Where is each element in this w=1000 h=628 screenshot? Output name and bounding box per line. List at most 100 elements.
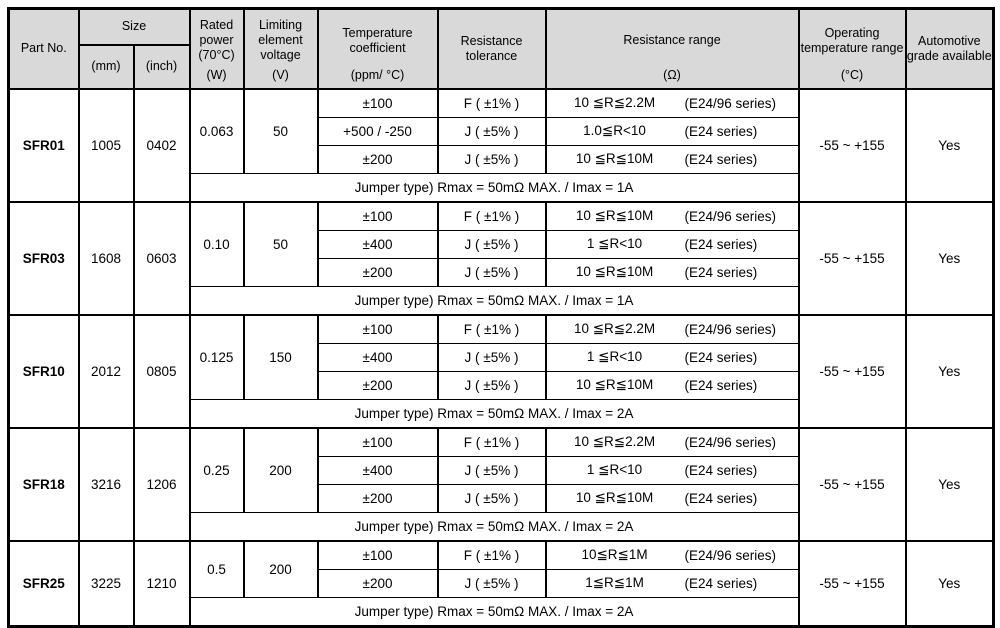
table-row: ±400 J ( ±5% ) 1 ≦R<10 (E24 series): [9, 229, 994, 259]
temp-coefficient-cell: ±100: [316, 87, 439, 118]
range-series: (E24 series): [684, 236, 758, 252]
table-row: ±400 J ( ±5% ) 1 ≦R<10 (E24 series): [9, 342, 994, 372]
temp-coefficient-cell: +500 / -250: [316, 116, 439, 146]
header-operating-temp-unit: (°C): [840, 67, 864, 82]
resistance-range-cell: 10 ≦R≦2.2M (E24/96 series): [544, 87, 800, 118]
limiting-voltage-cell: 50: [242, 87, 319, 174]
size-mm-cell: 2012: [77, 313, 135, 428]
table-body: SFR01 1005 0402 0.063 50 ±100 F ( ±1% ) …: [7, 87, 995, 627]
resistance-range-cell: 1.0≦R<10 (E24 series): [544, 116, 800, 146]
header-resistance-tolerance: Resistance tolerance: [436, 7, 547, 90]
limiting-voltage-cell: 50: [242, 200, 319, 287]
rated-power-cell: 0.10: [188, 200, 245, 287]
header-rated-power: Rated power (70°C) (W): [188, 7, 245, 90]
range-series: (E24/96 series): [684, 547, 777, 563]
tolerance-cell: F ( ±1% ): [436, 426, 547, 457]
rated-power-cell: 0.25: [188, 426, 245, 513]
range-value: 10 ≦R≦10M: [575, 377, 654, 392]
header-temp-coefficient-unit: (ppm/ °C): [350, 67, 405, 82]
tolerance-cell: J ( ±5% ): [436, 370, 547, 400]
table-header: Part No. Size Rated power (70°C) (W) Lim…: [7, 7, 995, 90]
header-resistance-range-unit: (Ω): [663, 67, 681, 82]
resistor-spec-table: Part No. Size Rated power (70°C) (W) Lim…: [7, 7, 996, 628]
range-value: 1 ≦R<10: [586, 462, 643, 477]
resistance-range-cell: 1≦R≦1M (E24 series): [544, 568, 800, 598]
jumper-row: Jumper type) Rmax = 50mΩ MAX. / Imax = 2…: [9, 511, 994, 541]
jumper-cell: Jumper type) Rmax = 50mΩ MAX. / Imax = 2…: [188, 596, 800, 627]
resistance-range-cell: 10 ≦R≦2.2M (E24/96 series): [544, 426, 800, 457]
header-resistance-range-label: Resistance range: [623, 33, 721, 48]
size-mm-cell: 1608: [77, 200, 135, 315]
range-series: (E24 series): [684, 377, 758, 393]
range-value: 1.0≦R<10: [583, 123, 646, 138]
operating-temp-cell: -55 ~ +155: [797, 87, 907, 202]
header-limiting-voltage-label: Limiting element voltage: [258, 18, 303, 63]
range-series: (E24 series): [684, 349, 758, 365]
temp-coefficient-cell: ±400: [316, 455, 439, 485]
resistance-range-cell: 10 ≦R≦10M (E24 series): [544, 483, 800, 513]
tolerance-cell: J ( ±5% ): [436, 455, 547, 485]
table-row: ±400 J ( ±5% ) 1 ≦R<10 (E24 series): [9, 455, 994, 485]
rated-power-cell: 0.125: [188, 313, 245, 400]
header-size-mm: (mm): [77, 43, 135, 90]
temp-coefficient-cell: ±400: [316, 229, 439, 259]
jumper-cell: Jumper type) Rmax = 50mΩ MAX. / Imax = 1…: [188, 172, 800, 202]
table-row: ±200 J ( ±5% ) 1≦R≦1M (E24 series): [9, 568, 994, 598]
size-inch-cell: 1210: [132, 539, 191, 627]
range-value: 1 ≦R<10: [586, 236, 643, 251]
header-size-inch: (inch): [132, 43, 191, 90]
resistance-range-cell: 10 ≦R≦10M (E24 series): [544, 370, 800, 400]
temp-coefficient-cell: ±100: [316, 200, 439, 231]
operating-temp-cell: -55 ~ +155: [797, 426, 907, 541]
size-mm-cell: 3216: [77, 426, 135, 541]
size-inch-cell: 0805: [132, 313, 191, 428]
operating-temp-cell: -55 ~ +155: [797, 539, 907, 627]
range-value: 1 ≦R<10: [586, 349, 643, 364]
limiting-voltage-cell: 200: [242, 426, 319, 513]
header-limiting-voltage-unit: (V): [272, 67, 289, 82]
tolerance-cell: J ( ±5% ): [436, 342, 547, 372]
range-series: (E24/96 series): [684, 208, 777, 224]
range-series: (E24/96 series): [684, 434, 777, 450]
size-mm-cell: 3225: [77, 539, 135, 627]
part-no-cell: SFR25: [7, 539, 80, 627]
table-row: SFR18 3216 1206 0.25 200 ±100 F ( ±1% ) …: [7, 426, 995, 541]
tolerance-cell: F ( ±1% ): [436, 87, 547, 118]
temp-coefficient-cell: ±200: [316, 483, 439, 513]
table-row: SFR01 1005 0402 0.063 50 ±100 F ( ±1% ) …: [7, 87, 995, 202]
range-value: 10 ≦R≦10M: [575, 208, 654, 223]
header-temp-coefficient-label: Temperature coefficient: [342, 25, 413, 55]
range-series: (E24 series): [684, 575, 758, 591]
limiting-voltage-cell: 150: [242, 313, 319, 400]
temp-coefficient-cell: ±400: [316, 342, 439, 372]
range-value: 10 ≦R≦10M: [575, 264, 654, 279]
resistance-range-cell: 1 ≦R<10 (E24 series): [544, 455, 800, 485]
tolerance-cell: J ( ±5% ): [436, 257, 547, 287]
temp-coefficient-cell: ±100: [316, 426, 439, 457]
range-series: (E24 series): [684, 462, 758, 478]
table-row: ±200 J ( ±5% ) 10 ≦R≦10M (E24 series): [9, 257, 994, 287]
tolerance-cell: J ( ±5% ): [436, 483, 547, 513]
automotive-cell: Yes: [904, 87, 995, 202]
tolerance-cell: J ( ±5% ): [436, 229, 547, 259]
range-series: (E24 series): [684, 151, 758, 167]
header-operating-temp-label: Operating temperature range: [800, 25, 904, 55]
range-value: 10 ≦R≦2.2M: [573, 321, 656, 336]
tolerance-cell: F ( ±1% ): [436, 200, 547, 231]
resistance-range-cell: 10 ≦R≦10M (E24/96 series): [544, 200, 800, 231]
header-rated-power-unit: (W): [206, 67, 227, 82]
resistance-range-cell: 10≦R≦1M (E24/96 series): [544, 539, 800, 570]
rated-power-cell: 0.063: [188, 87, 245, 174]
part-no-cell: SFR03: [7, 200, 80, 315]
range-value: 1≦R≦1M: [585, 575, 644, 590]
range-value: 10 ≦R≦2.2M: [573, 434, 656, 449]
table-row: SFR03 1608 0603 0.10 50 ±100 F ( ±1% ) 1…: [7, 200, 995, 315]
table-row: ±200 J ( ±5% ) 10 ≦R≦10M (E24 series): [9, 370, 994, 400]
temp-coefficient-cell: ±200: [316, 257, 439, 287]
header-size: Size: [77, 7, 191, 46]
size-mm-cell: 1005: [77, 87, 135, 202]
jumper-row: Jumper type) Rmax = 50mΩ MAX. / Imax = 1…: [9, 172, 994, 202]
automotive-cell: Yes: [904, 539, 995, 627]
header-limiting-voltage: Limiting element voltage (V): [242, 7, 319, 90]
